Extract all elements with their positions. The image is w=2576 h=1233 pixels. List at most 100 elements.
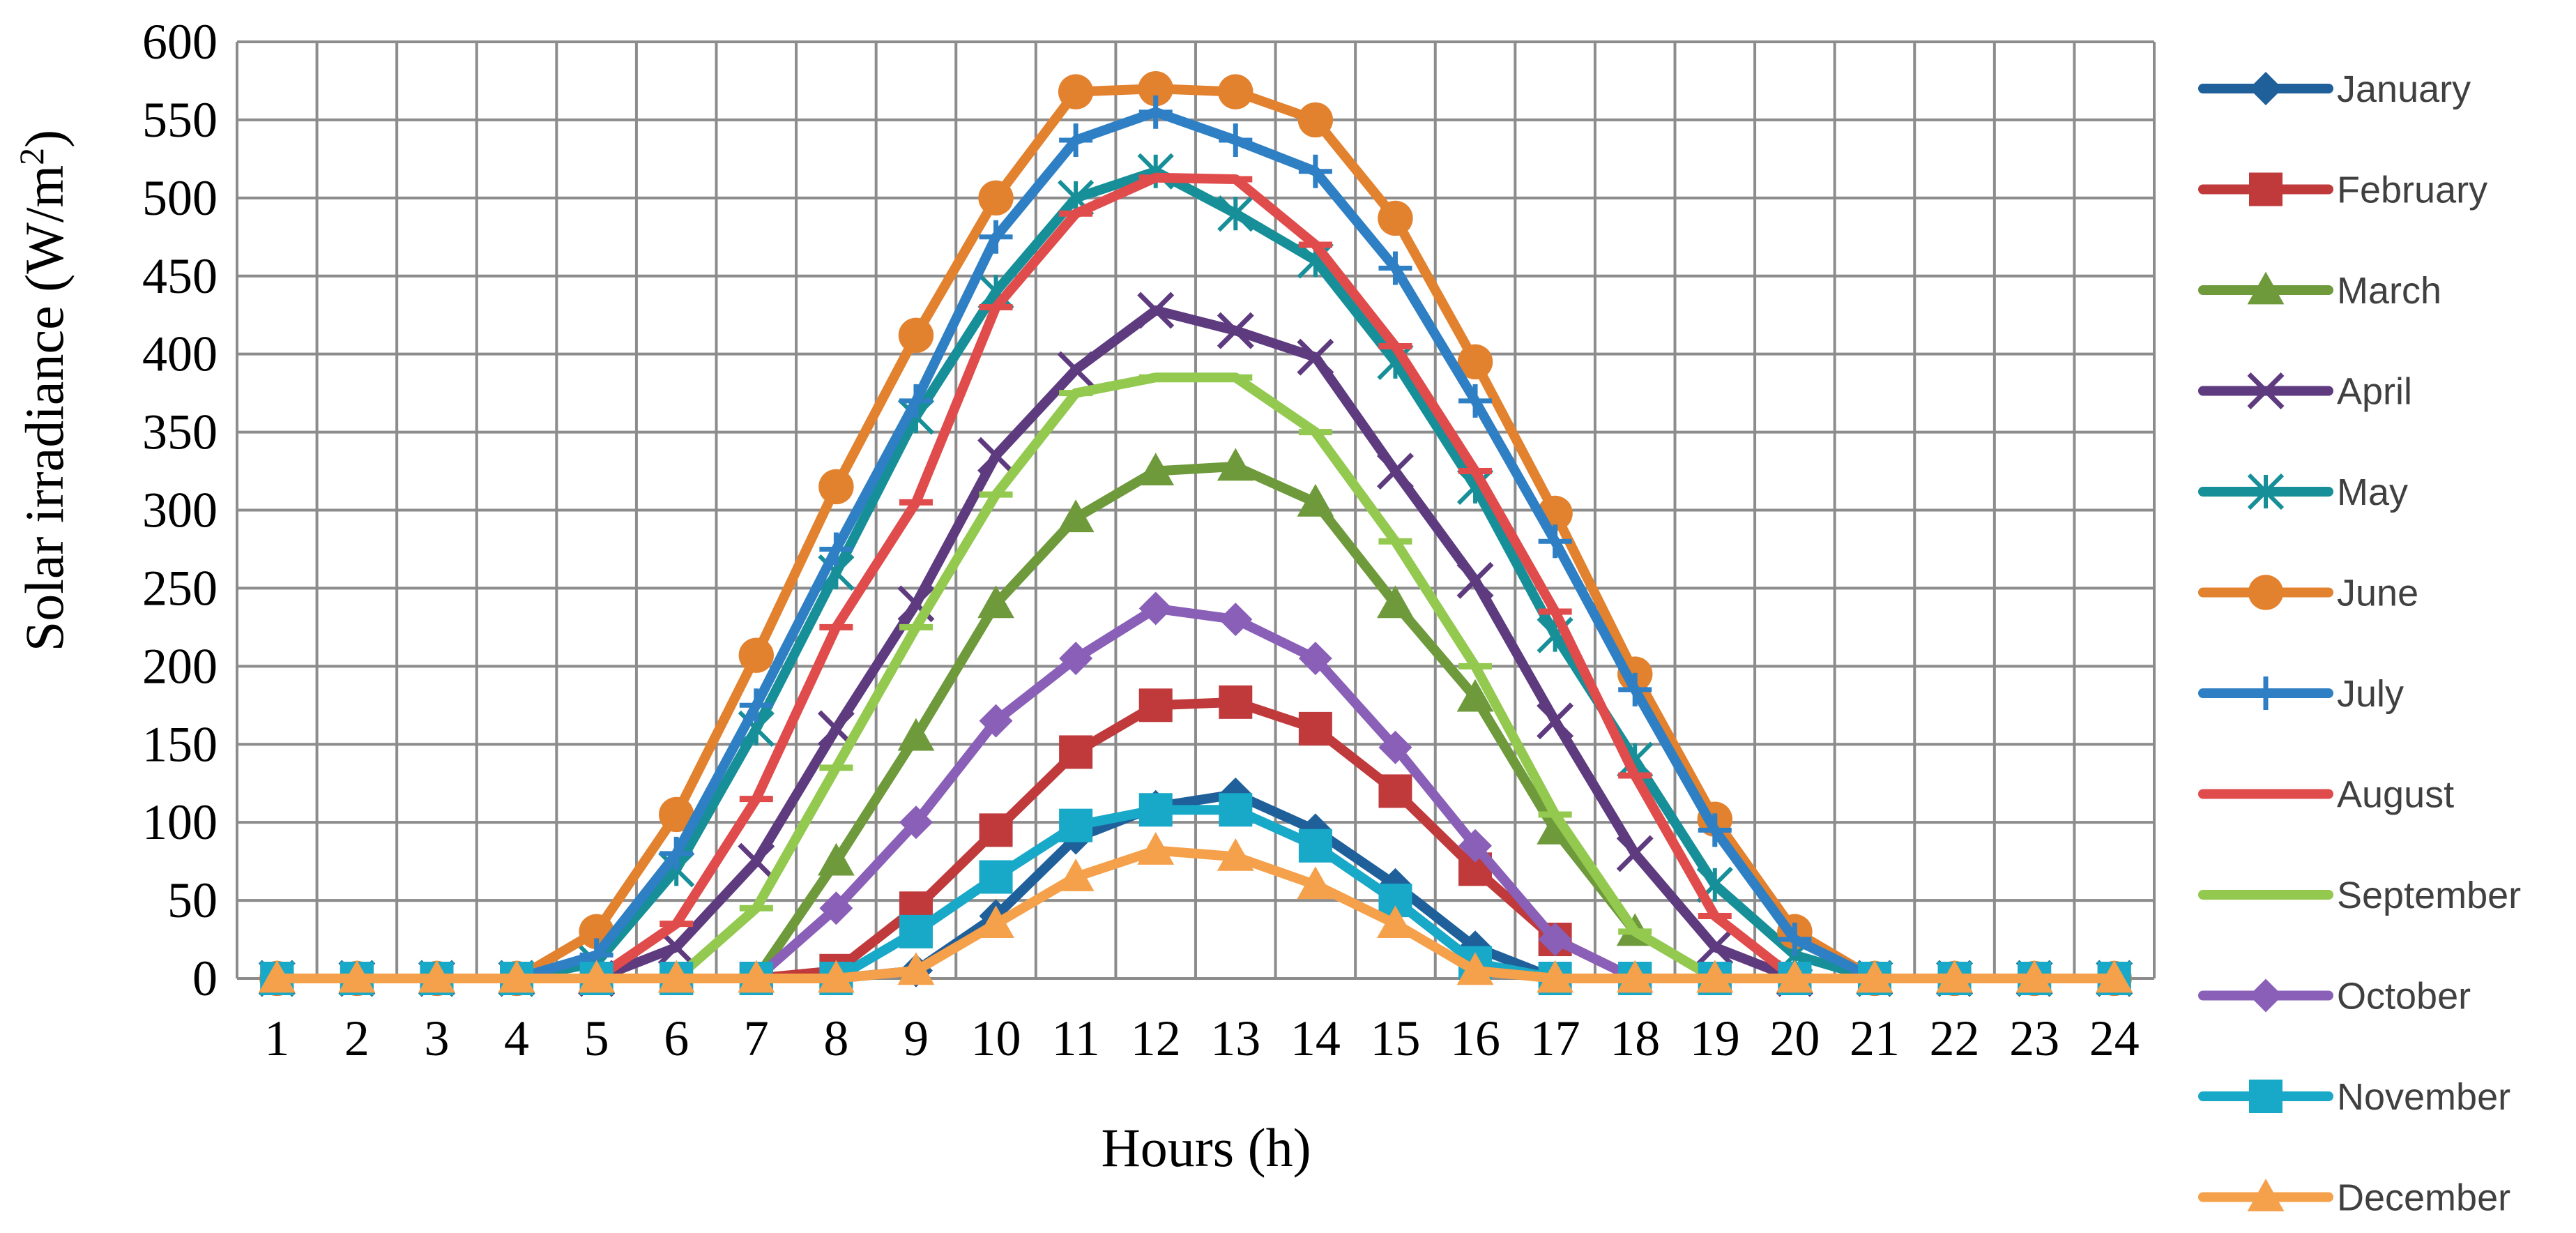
data-point bbox=[1298, 642, 1332, 676]
legend-marker bbox=[2247, 473, 2285, 510]
data-point bbox=[1059, 808, 1093, 842]
data-point bbox=[1456, 679, 1494, 712]
x-tick-label: 13 bbox=[1210, 1011, 1260, 1066]
legend-label: September bbox=[2337, 875, 2521, 916]
legend-marker bbox=[2249, 676, 2282, 710]
legend-label: May bbox=[2337, 471, 2408, 513]
x-tick-label: 2 bbox=[344, 1011, 369, 1066]
series-lines bbox=[258, 70, 2133, 997]
x-tick-label: 12 bbox=[1131, 1011, 1181, 1066]
data-point bbox=[1297, 866, 1334, 900]
data-point bbox=[1218, 74, 1253, 109]
data-point bbox=[1696, 960, 1734, 993]
data-point bbox=[1138, 70, 1173, 107]
data-point bbox=[1297, 483, 1334, 517]
x-tick-label: 23 bbox=[2009, 1011, 2059, 1066]
data-point bbox=[1137, 292, 1175, 329]
data-point bbox=[1138, 95, 1173, 129]
legend-item-april: April bbox=[2198, 371, 2412, 413]
x-tick-label: 24 bbox=[2089, 1011, 2140, 1066]
legend-label: November bbox=[2337, 1076, 2510, 1118]
x-tick-label: 5 bbox=[584, 1011, 609, 1066]
data-point bbox=[738, 842, 775, 880]
x-tick-label: 22 bbox=[1930, 1011, 1980, 1066]
data-point bbox=[1059, 642, 1093, 676]
y-tick-label: 250 bbox=[142, 560, 218, 616]
data-point bbox=[1456, 561, 1494, 599]
legend-item-february: February bbox=[2198, 169, 2487, 211]
legend-item-september: September bbox=[2198, 875, 2521, 916]
data-point bbox=[1219, 793, 1253, 827]
data-point bbox=[898, 317, 934, 354]
data-point bbox=[1297, 338, 1334, 376]
data-point bbox=[258, 960, 296, 993]
legend-item-january: January bbox=[2198, 68, 2471, 110]
legend-label: March bbox=[2337, 270, 2441, 312]
legend-label: December bbox=[2337, 1177, 2510, 1219]
data-point bbox=[1378, 251, 1412, 285]
data-point bbox=[817, 842, 855, 876]
legend-item-august: August bbox=[2198, 774, 2454, 816]
data-point bbox=[817, 960, 855, 993]
legend-item-october: October bbox=[2198, 976, 2471, 1018]
legend-label: July bbox=[2337, 673, 2404, 715]
data-point bbox=[1457, 344, 1493, 380]
data-point bbox=[1137, 453, 1175, 485]
x-tick-label: 21 bbox=[1850, 1011, 1900, 1066]
data-point bbox=[979, 813, 1013, 847]
data-point bbox=[978, 180, 1014, 216]
data-point bbox=[1458, 384, 1493, 418]
data-point bbox=[1696, 928, 1734, 966]
x-tick-label: 3 bbox=[424, 1011, 449, 1066]
data-point bbox=[1378, 730, 1412, 764]
data-point bbox=[1378, 774, 1412, 808]
legend-label: February bbox=[2337, 169, 2487, 211]
series-line bbox=[272, 845, 2119, 983]
y-tick-label: 500 bbox=[142, 170, 218, 226]
legend-marker bbox=[2249, 1080, 2282, 1113]
y-tick-label: 150 bbox=[142, 716, 218, 772]
data-point bbox=[1219, 603, 1253, 637]
data-point bbox=[977, 437, 1015, 474]
x-axis-title: Hours (h) bbox=[1101, 1117, 1311, 1178]
legend-label: October bbox=[2337, 976, 2471, 1018]
data-point bbox=[738, 637, 774, 673]
x-axis-ticks: 1 2 3 4 5 6 7 8 9 10 11 12 13 14 15 16 17 18 19 20 21 22 23 24 bbox=[264, 1011, 2139, 1066]
data-point bbox=[1616, 960, 1654, 993]
x-tick-label: 9 bbox=[904, 1011, 929, 1066]
x-tick-label: 16 bbox=[1450, 1011, 1500, 1066]
legend-label: January bbox=[2337, 68, 2471, 110]
data-point bbox=[657, 960, 695, 993]
data-point bbox=[1059, 123, 1093, 158]
data-point bbox=[1936, 960, 1973, 993]
legend-item-june: June bbox=[2198, 573, 2418, 614]
data-point bbox=[899, 384, 933, 418]
y-title-superscript: 2 bbox=[12, 148, 51, 165]
y-axis-ticks: 0 50 100 150 200 250 300 350 400 450 500 550 600 bbox=[142, 14, 218, 1006]
data-point bbox=[1538, 923, 1572, 957]
data-point bbox=[659, 796, 694, 833]
data-point bbox=[818, 469, 854, 505]
data-point bbox=[1856, 960, 1893, 993]
legend-marker bbox=[2249, 72, 2282, 105]
y-tick-label: 450 bbox=[142, 248, 218, 304]
x-tick-label: 4 bbox=[504, 1011, 529, 1066]
data-point bbox=[1297, 102, 1334, 138]
x-tick-label: 7 bbox=[744, 1011, 769, 1066]
series-december bbox=[258, 832, 2133, 993]
data-point bbox=[498, 960, 535, 993]
data-point bbox=[1057, 858, 1095, 891]
data-point bbox=[1618, 672, 1652, 706]
x-tick-label: 20 bbox=[1769, 1011, 1820, 1066]
legend: January February March April May June July Augu… bbox=[2198, 68, 2521, 1219]
data-point bbox=[2015, 960, 2053, 993]
x-tick-label: 1 bbox=[264, 1011, 289, 1066]
data-point bbox=[1219, 685, 1253, 719]
x-tick-label: 19 bbox=[1690, 1011, 1740, 1066]
y-tick-label: 50 bbox=[167, 872, 218, 928]
data-point bbox=[1298, 711, 1332, 746]
data-point bbox=[418, 960, 455, 993]
y-tick-label: 600 bbox=[142, 14, 218, 70]
